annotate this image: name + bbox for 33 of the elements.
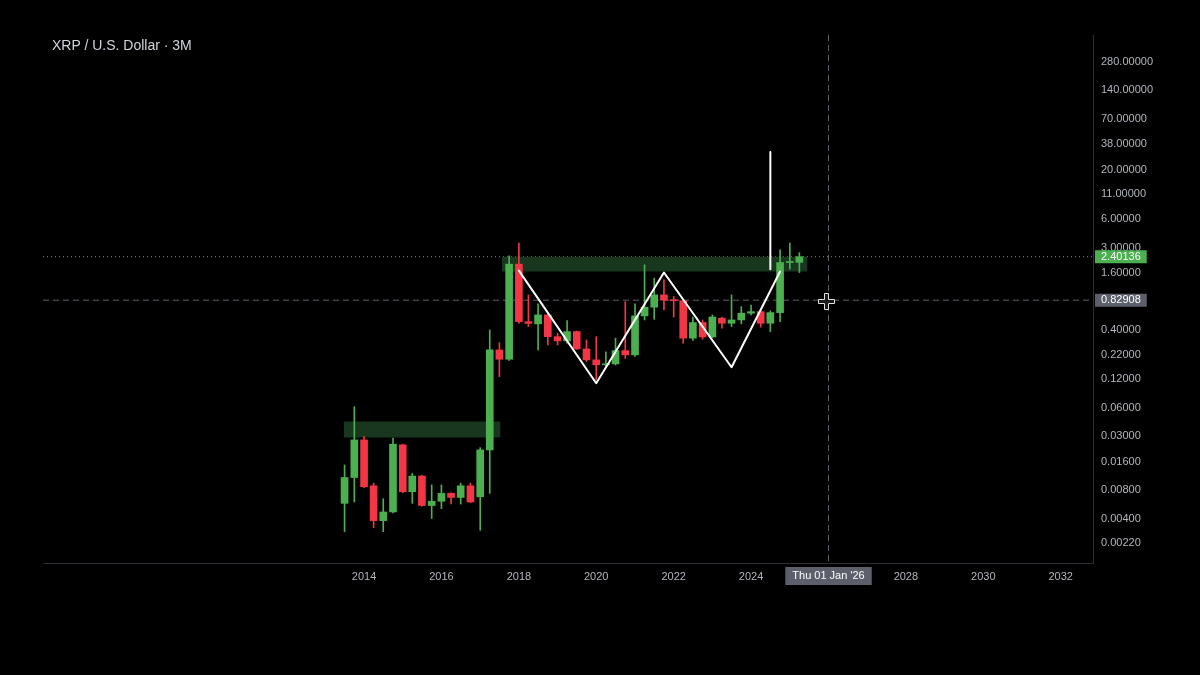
- x-tick-label: 2018: [506, 569, 532, 582]
- x-tick-label: 2014: [351, 569, 377, 582]
- y-tick-label: 140.00000: [1101, 83, 1153, 96]
- x-tick-label: 2022: [661, 569, 686, 582]
- chart-title: XRP / U.S. Dollar · 3M: [52, 37, 192, 53]
- y-tick-label: 11.00000: [1101, 187, 1147, 200]
- x-tick-label: 2024: [738, 569, 764, 582]
- ref-line-label: 0.82908: [1101, 293, 1141, 306]
- y-tick-label: 6.00000: [1101, 212, 1141, 225]
- y-tick-label: 0.00400: [1101, 511, 1141, 524]
- candlestick: [534, 303, 542, 351]
- y-tick-label: 20.00000: [1101, 162, 1147, 175]
- x-tick-label: 2032: [1048, 569, 1073, 582]
- y-tick-label: 0.03000: [1101, 429, 1141, 442]
- y-tick-label: 1.60000: [1101, 266, 1141, 279]
- x-tick-label: 2020: [584, 569, 609, 582]
- y-tick-label: 0.40000: [1101, 323, 1141, 336]
- ref-line-label: Thu 01 Jan '26: [792, 569, 865, 582]
- candlestick: [621, 301, 630, 359]
- candlestick: [592, 336, 601, 381]
- y-tick-label: 38.00000: [1101, 136, 1147, 149]
- y-tick-label: 0.06000: [1101, 400, 1141, 413]
- y-tick-label: 280.00000: [1101, 54, 1153, 67]
- y-tick-label: 0.22000: [1101, 347, 1141, 360]
- y-tick-label: 0.00800: [1101, 483, 1141, 496]
- y-tick-label: 70.00000: [1101, 111, 1147, 124]
- x-tick-label: 2016: [429, 569, 454, 582]
- y-tick-label: 0.01600: [1101, 454, 1141, 467]
- y-tick-label: 0.12000: [1101, 372, 1141, 385]
- x-tick-label: 2030: [971, 569, 996, 582]
- candlestick: [427, 484, 436, 519]
- x-tick-label: 2028: [893, 569, 919, 582]
- y-tick-label: 0.00220: [1101, 536, 1141, 549]
